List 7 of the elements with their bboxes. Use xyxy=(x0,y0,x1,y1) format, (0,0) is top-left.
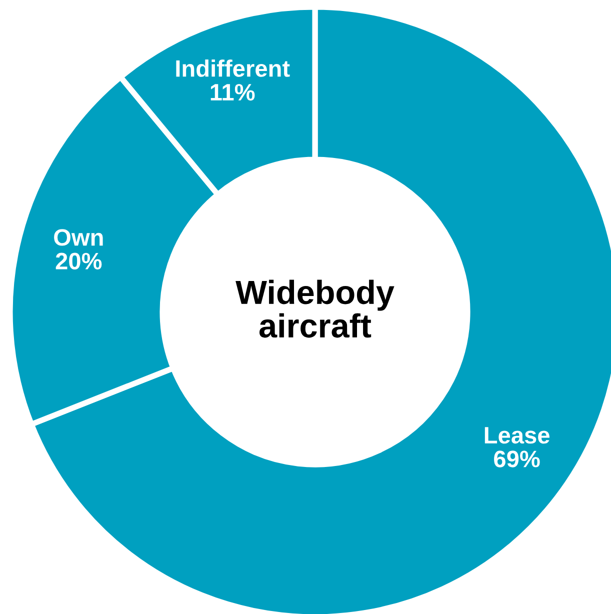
data-label: 69% xyxy=(494,450,540,468)
text: Widebody aircraft xyxy=(236,280,394,338)
data-label: 11% xyxy=(210,84,255,101)
data-label: 20% xyxy=(56,252,102,270)
slice-label: Indifferent xyxy=(176,60,290,77)
slice-label: Lease xyxy=(484,427,550,444)
slice-label: Own xyxy=(54,229,103,246)
